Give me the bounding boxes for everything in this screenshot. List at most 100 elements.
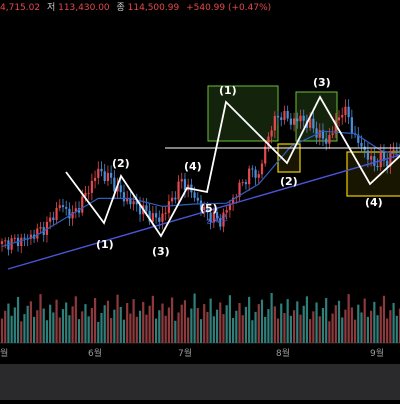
- candle-body: [241, 182, 244, 184]
- candle-body: [206, 206, 209, 213]
- candle-body: [289, 118, 292, 125]
- volume-bar: [231, 318, 235, 343]
- candle-body: [4, 240, 7, 242]
- candle-body: [45, 221, 49, 235]
- candle-body: [296, 118, 299, 122]
- candle-body: [126, 198, 129, 202]
- candle-body: [350, 117, 353, 134]
- volume-bar: [13, 307, 16, 343]
- candle-body: [103, 171, 106, 182]
- volume-bar: [292, 310, 296, 343]
- volume-bar: [225, 305, 228, 343]
- volume-bar: [23, 314, 26, 343]
- candle-body: [318, 130, 321, 138]
- volume-bar: [55, 299, 58, 343]
- candle-body: [292, 118, 296, 125]
- wave-label-3-first: (3): [152, 245, 170, 258]
- wave-label-1-second: (1): [219, 84, 237, 97]
- candle-body: [257, 174, 260, 178]
- volume-bar: [212, 316, 215, 343]
- volume-bar: [379, 306, 382, 343]
- volume-bar: [357, 304, 360, 343]
- volume-bar: [39, 294, 42, 343]
- candle-body: [302, 115, 305, 121]
- candle-body: [331, 133, 334, 135]
- candle-body: [231, 197, 235, 204]
- volume-bar: [183, 300, 187, 343]
- candle-body: [260, 163, 264, 175]
- candle-body: [23, 237, 26, 239]
- volume-bar: [71, 306, 74, 343]
- volume-bar: [0, 318, 4, 343]
- volume-bar: [58, 317, 61, 343]
- candle-body: [244, 182, 248, 185]
- moving-average-line: [1, 130, 400, 247]
- volume-bar: [203, 304, 206, 343]
- candle-body: [344, 106, 347, 115]
- volume-bar: [7, 303, 10, 343]
- volume-bar: [126, 303, 129, 343]
- wave-path-1: [65, 95, 400, 238]
- wave-label-2-first: (2): [112, 157, 130, 170]
- volume-bar: [309, 319, 312, 343]
- candle-body: [341, 114, 344, 118]
- candle-body: [52, 217, 55, 220]
- volume-bar: [16, 296, 20, 343]
- volume-bar: [235, 310, 238, 343]
- candle-body: [81, 196, 84, 213]
- volume-bar: [386, 318, 389, 343]
- volume-bar: [353, 319, 357, 343]
- volume-bar: [122, 319, 126, 343]
- candle-body: [370, 156, 373, 160]
- candle-body: [199, 200, 203, 211]
- box-layer: [207, 85, 400, 197]
- volume-bar: [280, 303, 283, 343]
- volume-bar: [20, 321, 23, 343]
- volume-bar: [158, 310, 161, 343]
- volume-bar: [312, 311, 315, 343]
- volume-bar: [334, 305, 337, 343]
- volume-bar: [395, 315, 398, 343]
- volume-bar: [151, 295, 154, 343]
- volume-bar: [228, 295, 231, 343]
- volume-bar: [119, 306, 122, 343]
- volume-bar: [331, 313, 334, 343]
- volume-bar: [154, 318, 158, 343]
- candle-body: [119, 185, 122, 193]
- ohlc-close-value: 114,500.99: [128, 3, 180, 13]
- volume-bar: [296, 301, 299, 343]
- x-tick-label-june: 6월: [88, 347, 102, 359]
- volume-bar: [215, 309, 219, 343]
- volume-bar: [267, 309, 270, 343]
- volume-bar: [257, 304, 260, 343]
- volume-bar: [260, 299, 264, 343]
- volume-bar: [276, 318, 280, 343]
- volume-bar: [84, 304, 87, 343]
- volume-bar: [366, 316, 370, 343]
- candle-body: [65, 207, 68, 209]
- candle-body: [283, 110, 286, 120]
- ohlc-low-label: 저: [47, 2, 55, 13]
- volume-bar: [36, 310, 39, 343]
- volume-bar: [370, 310, 373, 343]
- candle-body: [225, 210, 228, 213]
- candle-body: [209, 212, 212, 223]
- candle-body: [395, 149, 398, 151]
- volume-layer: [0, 293, 400, 343]
- volume-bar: [138, 310, 142, 343]
- candle-body: [325, 138, 328, 144]
- volume-bar: [148, 305, 151, 343]
- volume-bar: [238, 303, 241, 343]
- candle-body: [158, 217, 161, 222]
- candle-body: [68, 208, 71, 219]
- volume-bar: [77, 319, 81, 343]
- candle-body: [0, 241, 4, 244]
- candle-body: [267, 136, 270, 147]
- volume-bar: [360, 312, 363, 343]
- volume-bar: [106, 300, 110, 343]
- ohlc-change: +540.99 (+0.47%): [186, 3, 271, 13]
- volume-bar: [32, 316, 36, 343]
- candle-body: [270, 130, 273, 137]
- candle-body: [196, 197, 199, 201]
